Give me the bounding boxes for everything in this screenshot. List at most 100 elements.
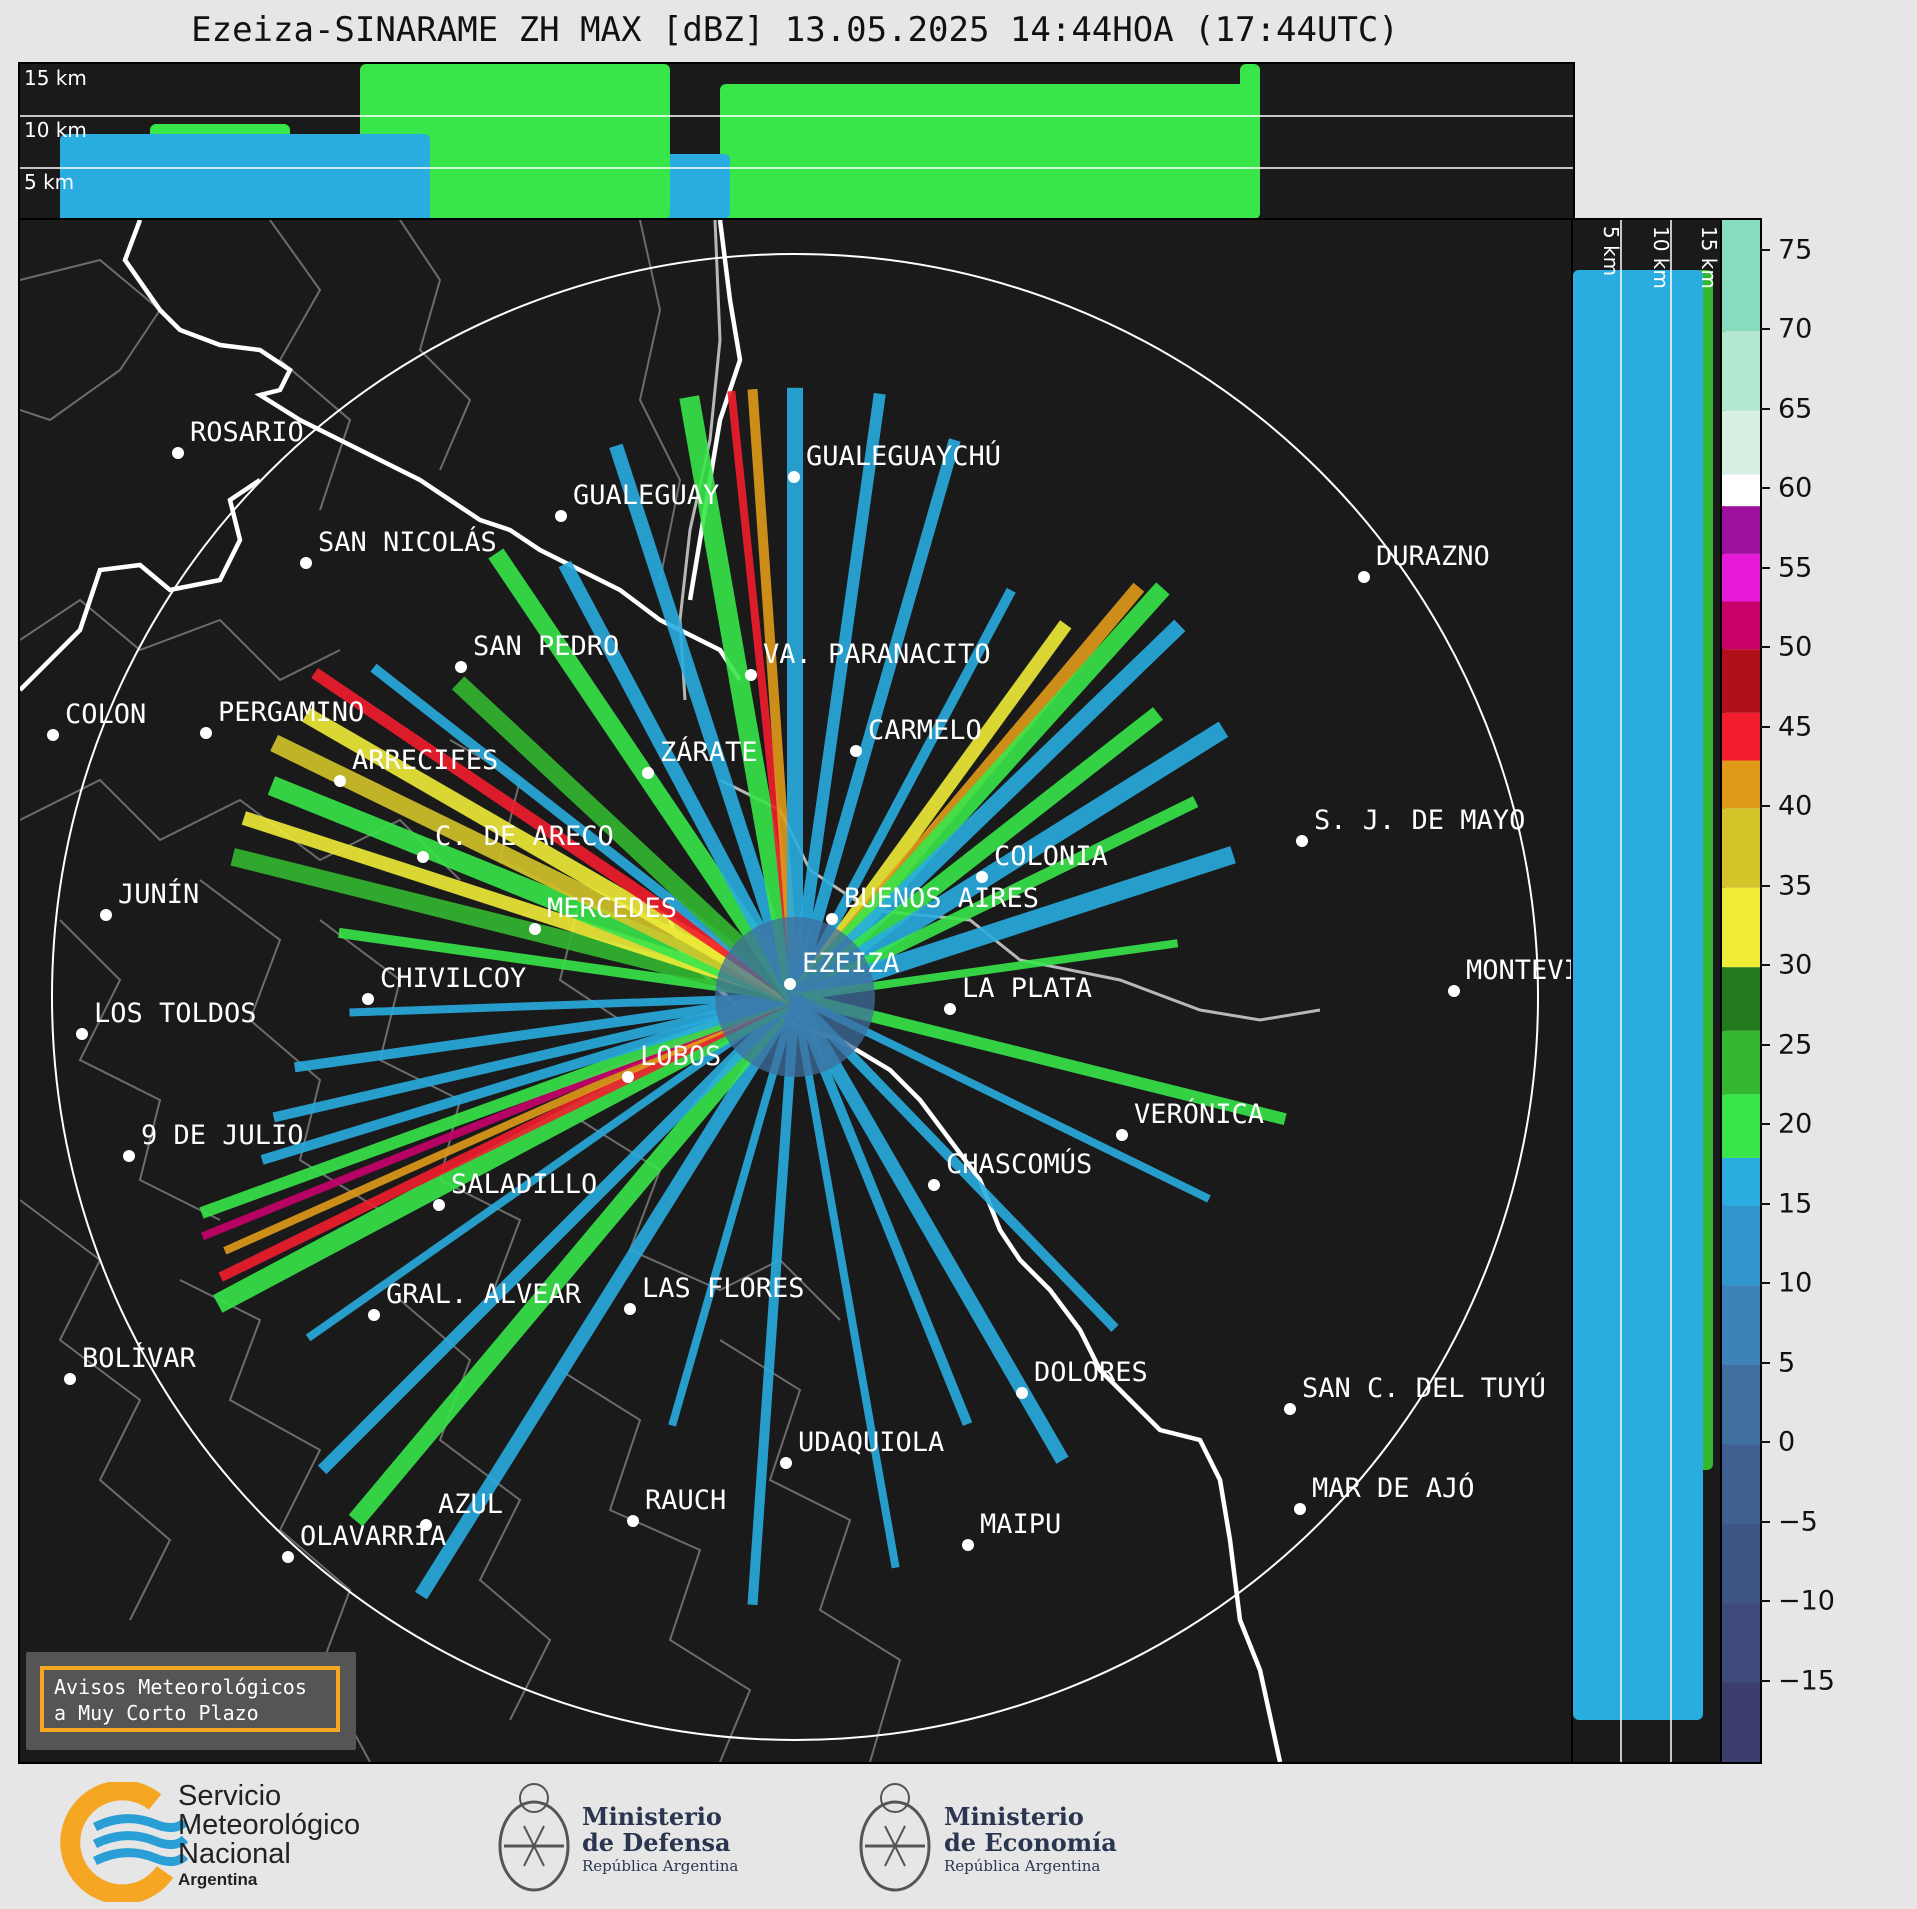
- colorbar-tick-label: 20: [1778, 1108, 1813, 1140]
- colorbar-tick-mark: [1760, 1520, 1770, 1523]
- city-label: LA PLATA: [962, 973, 1092, 1004]
- colorbar-tick-label: 60: [1778, 472, 1813, 504]
- radar-echoes: [199, 387, 1287, 1606]
- smn-line-2: Meteorológico: [178, 1809, 361, 1841]
- city-label: GUALEGUAYCHÚ: [806, 440, 1001, 472]
- city-marker: S. J. DE MAYO: [1296, 805, 1525, 847]
- city-marker: DOLORES: [1016, 1357, 1148, 1399]
- colorbar-band: [1722, 553, 1760, 602]
- city-marker: SAN NICOLÁS: [300, 526, 497, 569]
- colorbar-band: [1722, 967, 1760, 1031]
- colorbar-band: [1722, 1603, 1760, 1683]
- colorbar-band: [1722, 1285, 1760, 1365]
- radar-echo-ray: [793, 991, 1287, 1126]
- colorbar-band: [1722, 760, 1760, 809]
- city-marker: COLON: [47, 699, 146, 741]
- city-label: SAN C. DEL TUYÚ: [1302, 1372, 1546, 1404]
- city-marker: 9 DE JULIO: [123, 1120, 304, 1162]
- cross-section-echo: [60, 134, 430, 219]
- city-marker: ROSARIO: [172, 417, 304, 459]
- cross-section-echo: [360, 64, 670, 219]
- colorbar-band: [1722, 1364, 1760, 1445]
- city-dot: [850, 745, 862, 757]
- city-dot: [47, 729, 59, 741]
- colorbar-band: [1722, 1205, 1760, 1286]
- side-cross-section-echo: [1573, 270, 1703, 1720]
- admin-boundary: [20, 778, 461, 881]
- side-km-label-15: 15 km: [1697, 226, 1721, 289]
- city-dot: [1284, 1403, 1296, 1415]
- smn-country: Argentina: [178, 1870, 258, 1889]
- radar-echo-ray: [199, 991, 798, 1219]
- city-dot: [555, 510, 567, 522]
- city-marker: VA. PARANACITO: [745, 639, 991, 681]
- notice-line-1: Avisos Meteorológicos: [54, 1675, 307, 1699]
- colorbar-tick-mark: [1760, 1043, 1770, 1046]
- city-label: ARRECIFES: [352, 745, 498, 776]
- colorbar-tick-label: −15: [1778, 1665, 1835, 1696]
- colorbar-tick-mark: [1760, 646, 1770, 649]
- radar-map-plot[interactable]: ROSARIO GUALEGUAYCHÚ GUALEGUAY SAN NICOLÁS D…: [20, 220, 1573, 1762]
- city-label: PERGAMINO: [218, 697, 364, 728]
- top-km-label-15: 15 km: [24, 66, 87, 90]
- colorbar-ticks: 75 70 65 60 55 50 45 40 35 30 25 20 15 10 5 0 −5 −10 −15: [1760, 218, 1870, 1760]
- city-marker: ARRECIFES: [334, 745, 498, 787]
- notice-box[interactable]: Avisos Meteorológicos a Muy Corto Plazo: [26, 1652, 356, 1750]
- smn-name: Servicio Meteorológico Nacional Argentin…: [178, 1782, 360, 1891]
- city-dot: [334, 775, 346, 787]
- colorbar-tick-mark: [1760, 1361, 1770, 1364]
- admin-boundary: [20, 258, 162, 422]
- city-marker: RAUCH: [627, 1485, 726, 1527]
- city-label: 9 DE JULIO: [141, 1120, 304, 1151]
- city-label: LOBOS: [640, 1041, 721, 1072]
- city-dot: [420, 1519, 432, 1531]
- colorbar-band: [1722, 712, 1760, 761]
- colorbar-tick-label: 15: [1778, 1188, 1813, 1220]
- city-label: S. J. DE MAYO: [1314, 805, 1525, 836]
- colorbar-band: [1722, 1094, 1760, 1158]
- top-km-label-5: 5 km: [24, 170, 75, 194]
- colorbar-tick-label: 10: [1778, 1267, 1813, 1299]
- top-km-label-10: 10 km: [24, 118, 87, 142]
- side-km-label-10: 10 km: [1649, 226, 1673, 289]
- smn-line-3: Nacional: [178, 1838, 291, 1870]
- city-label: JUNÍN: [118, 878, 199, 910]
- defensa-name: Ministerio de Defensa República Argentin…: [582, 1804, 738, 1876]
- city-dot: [627, 1515, 639, 1527]
- city-label: CHASCOMÚS: [946, 1148, 1092, 1180]
- city-label: SALADILLO: [451, 1169, 597, 1200]
- city-dot: [362, 993, 374, 1005]
- city-dot: [64, 1373, 76, 1385]
- radar-echo-ray: [788, 993, 1069, 1464]
- colorbar-tick-mark: [1760, 487, 1770, 490]
- colorbar-tick-label: 40: [1778, 790, 1813, 822]
- colorbar-tick-label: 35: [1778, 870, 1813, 902]
- admin-boundary: [59, 919, 221, 1221]
- footer: Servicio Meteorológico Nacional Argentin…: [0, 1762, 1917, 1909]
- admin-boundary: [20, 598, 341, 682]
- colorbar: [1720, 218, 1762, 1764]
- city-marker: SAN C. DEL TUYÚ: [1284, 1372, 1546, 1415]
- radar-echo-ray: [790, 721, 1229, 1005]
- colorbar-band: [1722, 808, 1760, 888]
- city-marker: DURAZNO: [1358, 541, 1490, 583]
- colorbar-tick-mark: [1760, 566, 1770, 569]
- admin-boundary: [269, 220, 352, 511]
- city-dot: [944, 1003, 956, 1015]
- colorbar-tick-mark: [1760, 407, 1770, 410]
- notice-frame[interactable]: Avisos Meteorológicos a Muy Corto Plazo: [40, 1666, 340, 1732]
- radar-echo-ray: [272, 992, 797, 1123]
- city-label: ZÁRATE: [660, 736, 758, 768]
- colorbar-tick-label: 0: [1778, 1426, 1796, 1458]
- city-marker: JUNÍN: [100, 878, 199, 921]
- city-label: MAIPU: [980, 1509, 1061, 1540]
- city-marker: BOLÍVAR: [64, 1342, 197, 1385]
- city-dot: [788, 471, 800, 483]
- colorbar-tick-label: 75: [1778, 234, 1813, 266]
- city-marker: OLAVARRÍA: [282, 1520, 446, 1563]
- city-label: EZEIZA: [802, 948, 900, 979]
- colorbar-tick-mark: [1760, 328, 1770, 331]
- radar-map[interactable]: ROSARIO GUALEGUAYCHÚ GUALEGUAY SAN NICOLÁS D…: [18, 218, 1575, 1764]
- colorbar-tick-mark: [1760, 248, 1770, 251]
- smn-logo-icon: [60, 1782, 189, 1902]
